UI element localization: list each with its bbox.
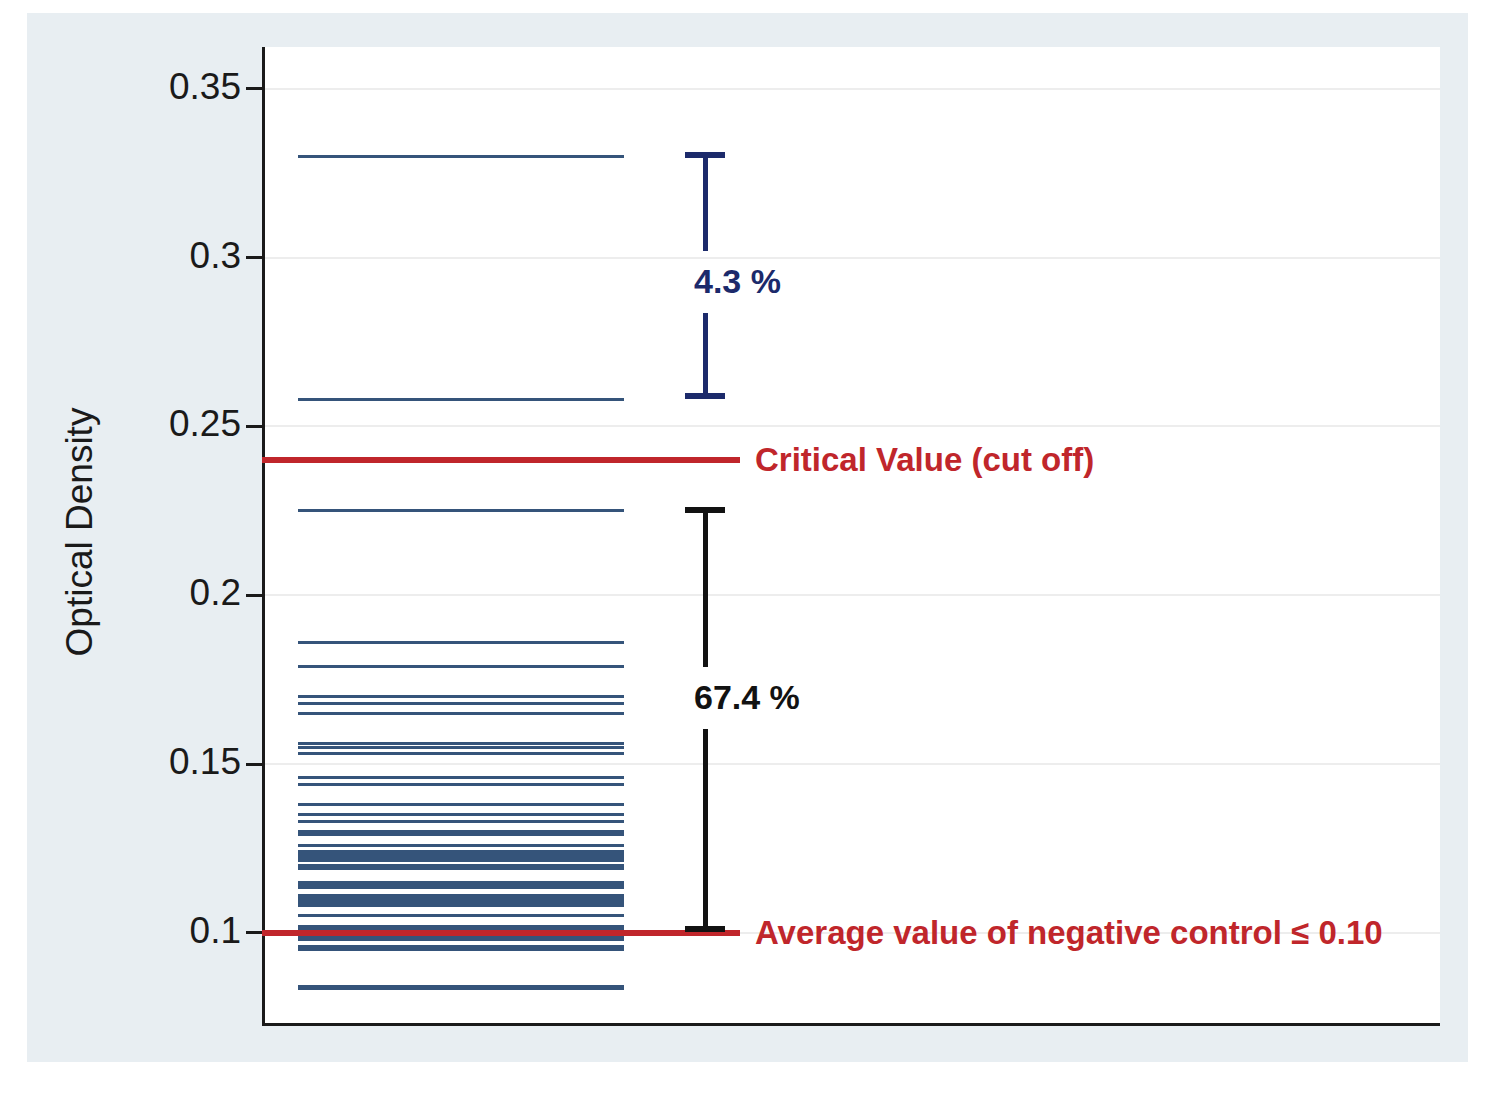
y-tick-label: 0.1	[41, 910, 241, 952]
data-line	[298, 987, 624, 990]
data-line	[298, 948, 624, 951]
data-line	[298, 695, 624, 698]
data-line	[298, 904, 624, 907]
data-line	[298, 665, 624, 668]
y-tick	[246, 763, 262, 766]
data-line	[298, 702, 624, 705]
data-line	[298, 844, 624, 847]
y-tick	[246, 594, 262, 597]
y-tick-label: 0.25	[41, 404, 241, 446]
grid-line	[265, 425, 1440, 427]
grid-line	[265, 594, 1440, 596]
y-tick-label: 0.35	[41, 66, 241, 108]
bracket-label: 67.4 %	[694, 677, 800, 716]
reference-line-label: Critical Value (cut off)	[755, 441, 1094, 479]
y-tick-label: 0.3	[41, 235, 241, 277]
data-line	[298, 509, 624, 512]
data-line	[298, 867, 624, 870]
grid-line	[265, 763, 1440, 765]
data-line	[298, 752, 624, 755]
data-line	[298, 746, 624, 749]
plot-area: 0.350.30.250.20.150.1Critical Value (cut…	[262, 47, 1440, 1026]
y-tick	[246, 931, 262, 934]
data-line	[298, 155, 624, 158]
data-line	[298, 712, 624, 715]
data-line	[298, 803, 624, 806]
y-tick	[246, 87, 262, 90]
chart-canvas: Optical Density 0.350.30.250.20.150.1Cri…	[0, 0, 1495, 1113]
bracket-segment	[703, 510, 708, 667]
bracket-segment	[703, 729, 708, 929]
bracket-label: 4.3 %	[694, 262, 781, 301]
y-tick-label: 0.2	[41, 573, 241, 615]
bracket-segment	[703, 155, 708, 252]
y-tick	[246, 425, 262, 428]
y-tick	[246, 256, 262, 259]
data-line	[298, 833, 624, 836]
data-line	[298, 859, 624, 862]
reference-line	[262, 930, 740, 936]
figure-background: Optical Density 0.350.30.250.20.150.1Cri…	[27, 13, 1468, 1062]
data-line	[298, 886, 624, 889]
data-line	[298, 776, 624, 779]
data-line	[298, 914, 624, 917]
grid-line	[265, 88, 1440, 90]
reference-line	[262, 457, 740, 463]
data-line	[298, 783, 624, 786]
bracket-segment	[703, 313, 708, 396]
data-line	[298, 398, 624, 401]
data-line	[298, 813, 624, 816]
y-tick-label: 0.15	[41, 741, 241, 783]
grid-line	[265, 257, 1440, 259]
data-line	[298, 641, 624, 644]
data-line	[298, 820, 624, 823]
data-line	[298, 938, 624, 941]
reference-line-label: Average value of negative control ≤ 0.10	[755, 914, 1383, 952]
